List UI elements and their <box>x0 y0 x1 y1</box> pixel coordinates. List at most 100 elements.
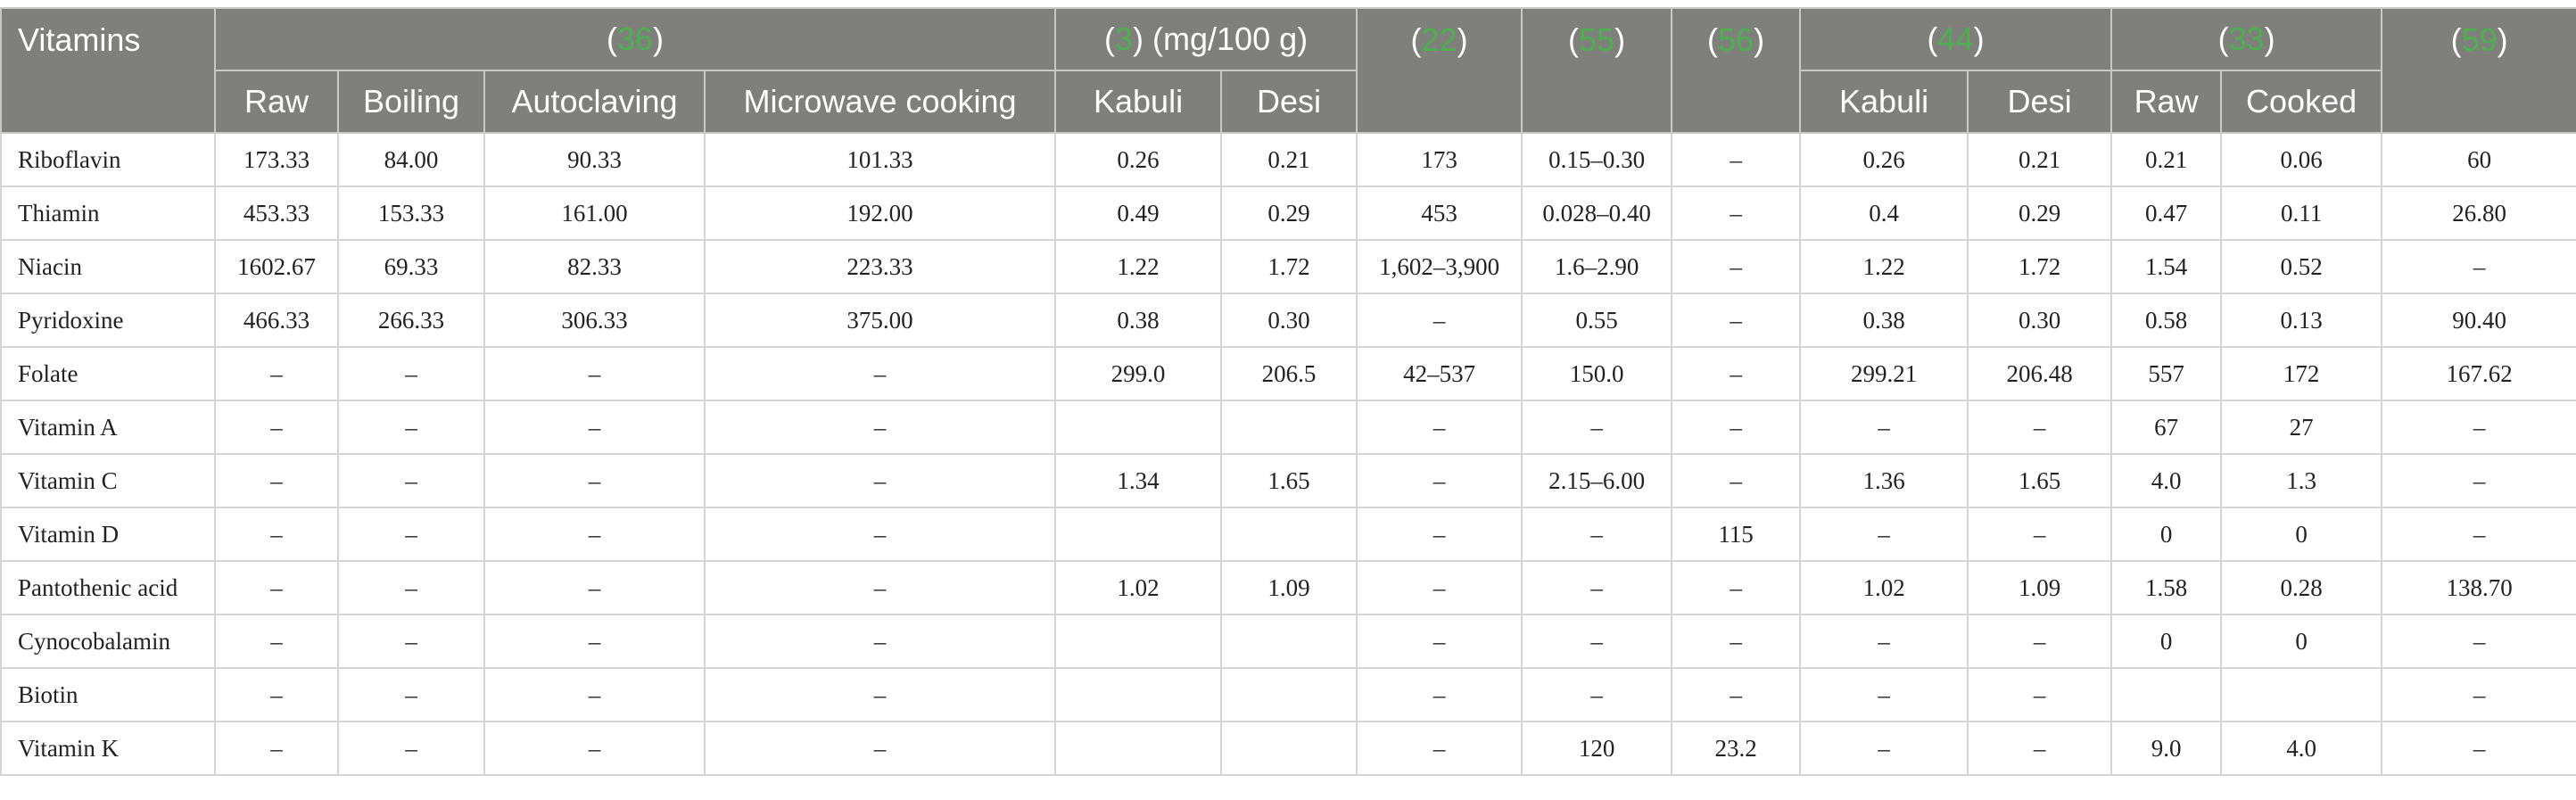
table-cell: 161.00 <box>483 186 706 241</box>
table-cell: 23.2 <box>1671 721 1802 776</box>
table-cell: – <box>1356 453 1523 508</box>
table-cell: 82.33 <box>483 239 706 294</box>
reference-link[interactable]: 22 <box>1421 21 1457 58</box>
table-cell: 0.13 <box>2220 293 2383 348</box>
reference-link[interactable]: 55 <box>1579 21 1615 58</box>
header-row-groups: Vitamins (36) (3) (mg/100 g) (22) (55) (… <box>0 7 2576 134</box>
table-cell: 0.4 <box>1799 186 1969 241</box>
table-cell <box>1220 614 1358 669</box>
reference-link[interactable]: 56 <box>1718 21 1754 58</box>
table-cell: – <box>703 614 1057 669</box>
table-cell: 0.29 <box>1220 186 1358 241</box>
table-cell: 299.21 <box>1799 346 1969 401</box>
table-cell: – <box>214 507 339 562</box>
subcolumn-header: Raw <box>214 70 339 134</box>
table-cell: – <box>1671 346 1802 401</box>
table-cell: – <box>483 507 706 562</box>
table-row: Niacin 1602.67 69.33 82.33 223.33 1.22 1.72 1,6… <box>0 239 2576 294</box>
table-cell: – <box>337 667 485 722</box>
table-cell: 0.26 <box>1054 132 1223 187</box>
table-cell: – <box>337 453 485 508</box>
table-cell: – <box>1967 667 2113 722</box>
table-cell: 0.29 <box>1967 186 2113 241</box>
table-cell: – <box>337 507 485 562</box>
row-label: Riboflavin <box>0 132 216 187</box>
table-cell: 172 <box>2220 346 2383 401</box>
table-cell: – <box>1671 614 1802 669</box>
table-cell: – <box>337 346 485 401</box>
table-cell: 101.33 <box>703 132 1057 187</box>
table-cell: 0.47 <box>2110 186 2223 241</box>
table-cell: – <box>703 721 1057 776</box>
row-label: Vitamin C <box>0 453 216 508</box>
table-cell: – <box>2381 721 2576 776</box>
table-cell: – <box>2381 507 2576 562</box>
table-cell: 0.58 <box>2110 293 2223 348</box>
subcolumn-header: Microwave cooking <box>703 70 1057 134</box>
table-cell: 1.36 <box>1799 453 1969 508</box>
table-cell: 206.48 <box>1967 346 2113 401</box>
table-row: Pantothenic acid – – – –1.02 1.09– – –1.02 1.09 1… <box>0 560 2576 615</box>
table-cell: – <box>1671 400 1802 455</box>
table-cell: 0.15–0.30 <box>1521 132 1673 187</box>
table-cell: – <box>2381 239 2576 294</box>
table-cell <box>1054 507 1223 562</box>
reference-link[interactable]: 33 <box>2228 21 2265 57</box>
group-header: (22) <box>1356 7 1523 134</box>
table-cell <box>1054 667 1223 722</box>
row-label: Thiamin <box>0 186 216 241</box>
table-row: Vitamin K – – – – –120 23.2– –9.0 4.0– <box>0 721 2576 776</box>
table-cell: 115 <box>1671 507 1802 562</box>
table-cell: 0.028–0.40 <box>1521 186 1673 241</box>
vitamins-table: Vitamins (36) (3) (mg/100 g) (22) (55) (… <box>0 7 2576 776</box>
table-cell: 0.30 <box>1220 293 1358 348</box>
table-cell: 223.33 <box>703 239 1057 294</box>
reference-link[interactable]: 59 <box>2461 21 2498 58</box>
table-cell: – <box>703 667 1057 722</box>
table-cell: – <box>483 721 706 776</box>
table-cell: 90.33 <box>483 132 706 187</box>
table-cell: 84.00 <box>337 132 485 187</box>
table-cell: – <box>337 721 485 776</box>
table-cell: – <box>1356 614 1523 669</box>
table-cell: 0.52 <box>2220 239 2383 294</box>
table-cell: – <box>1356 560 1523 615</box>
table-cell: – <box>1671 132 1802 187</box>
subcolumn-header: Desi <box>1967 70 2113 134</box>
table-cell: 306.33 <box>483 293 706 348</box>
table-cell: 1.72 <box>1220 239 1358 294</box>
table-cell: – <box>1671 293 1802 348</box>
subcolumn-header: Raw <box>2110 70 2223 134</box>
table-row: Vitamin C – – – –1.34 1.65–2.15–6.00–1.36 1.65… <box>0 453 2576 508</box>
table-cell: 120 <box>1521 721 1673 776</box>
table-cell: 173.33 <box>214 132 339 187</box>
table-cell: – <box>1799 667 1969 722</box>
group-header: (44) <box>1799 7 2113 71</box>
table-cell: 1.65 <box>1967 453 2113 508</box>
table-cell: – <box>1521 560 1673 615</box>
row-label: Pantothenic acid <box>0 560 216 615</box>
table-cell: – <box>483 453 706 508</box>
table-cell: – <box>703 453 1057 508</box>
reference-link[interactable]: 3 <box>1115 21 1134 57</box>
table-cell <box>1054 400 1223 455</box>
subcolumn-header: Cooked <box>2220 70 2383 134</box>
table-cell: 173 <box>1356 132 1523 187</box>
subcolumn-header: Boiling <box>337 70 485 134</box>
table-cell: 90.40 <box>2381 293 2576 348</box>
subcolumn-header: Autoclaving <box>483 70 706 134</box>
table-cell: 453 <box>1356 186 1523 241</box>
table-body: Riboflavin 173.33 84.00 90.33 101.33 0.26 0.21… <box>0 132 2576 776</box>
table-cell: – <box>1799 721 1969 776</box>
reference-link[interactable]: 36 <box>617 21 654 57</box>
reference-link[interactable]: 44 <box>1937 21 1974 57</box>
table-cell: 0.21 <box>1220 132 1358 187</box>
table-cell: – <box>1521 400 1673 455</box>
table-cell: – <box>214 400 339 455</box>
table-cell: 266.33 <box>337 293 485 348</box>
group-header: (36) <box>213 7 1057 71</box>
table-cell: – <box>1967 614 2113 669</box>
row-label: Biotin <box>0 667 216 722</box>
table-cell: – <box>1356 721 1523 776</box>
row-label: Niacin <box>0 239 216 294</box>
